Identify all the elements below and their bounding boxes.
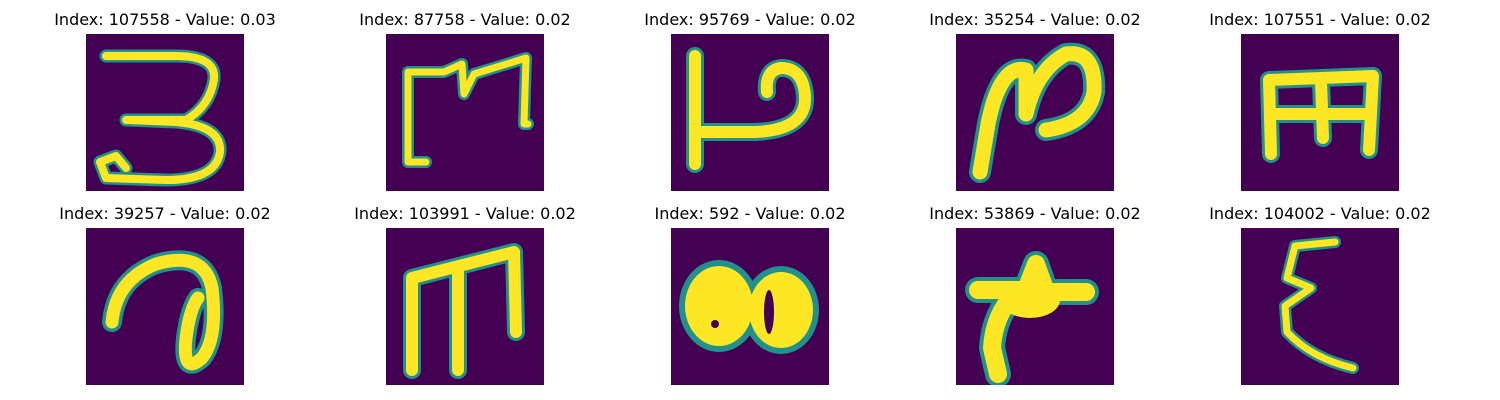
double-blob-glyph-icon bbox=[671, 228, 829, 385]
panel-title: Index: 95769 - Value: 0.02 bbox=[644, 10, 856, 29]
square-e-glyph-icon bbox=[1241, 34, 1399, 191]
star-blob-glyph-icon bbox=[956, 228, 1114, 385]
panel-592: Index: 592 - Value: 0.02 bbox=[610, 194, 890, 385]
panel-title: Index: 87758 - Value: 0.02 bbox=[359, 10, 571, 29]
loop-n-glyph-icon bbox=[956, 34, 1114, 191]
panel-87758: Index: 87758 - Value: 0.02 bbox=[325, 0, 605, 191]
panel-35254: Index: 35254 - Value: 0.02 bbox=[895, 0, 1175, 191]
m-glyph-icon bbox=[386, 228, 544, 385]
panel-53869: Index: 53869 - Value: 0.02 bbox=[895, 194, 1175, 385]
panel-title: Index: 39257 - Value: 0.02 bbox=[59, 204, 271, 223]
panel-title: Index: 35254 - Value: 0.02 bbox=[929, 10, 1141, 29]
panel-39257: Index: 39257 - Value: 0.02 bbox=[25, 194, 305, 385]
panel-95769: Index: 95769 - Value: 0.02 bbox=[610, 0, 890, 191]
panel-title: Index: 53869 - Value: 0.02 bbox=[929, 204, 1141, 223]
panel-107558: Index: 107558 - Value: 0.03 bbox=[25, 0, 305, 191]
bracket-m-glyph-icon bbox=[386, 34, 544, 191]
panel-103991: Index: 103991 - Value: 0.02 bbox=[325, 194, 605, 385]
panel-title: Index: 104002 - Value: 0.02 bbox=[1209, 204, 1431, 223]
three-like-glyph-icon bbox=[86, 34, 244, 191]
panel-107551: Index: 107551 - Value: 0.02 bbox=[1180, 0, 1460, 191]
panel-title: Index: 107558 - Value: 0.03 bbox=[54, 10, 276, 29]
epsilon-glyph-icon bbox=[1241, 228, 1399, 385]
panel-title: Index: 103991 - Value: 0.02 bbox=[354, 204, 576, 223]
spiral-glyph-icon bbox=[86, 228, 244, 385]
hooked-p-glyph-icon bbox=[671, 34, 829, 191]
panel-title: Index: 592 - Value: 0.02 bbox=[654, 204, 846, 223]
panel-title: Index: 107551 - Value: 0.02 bbox=[1209, 10, 1431, 29]
panel-104002: Index: 104002 - Value: 0.02 bbox=[1180, 194, 1460, 385]
